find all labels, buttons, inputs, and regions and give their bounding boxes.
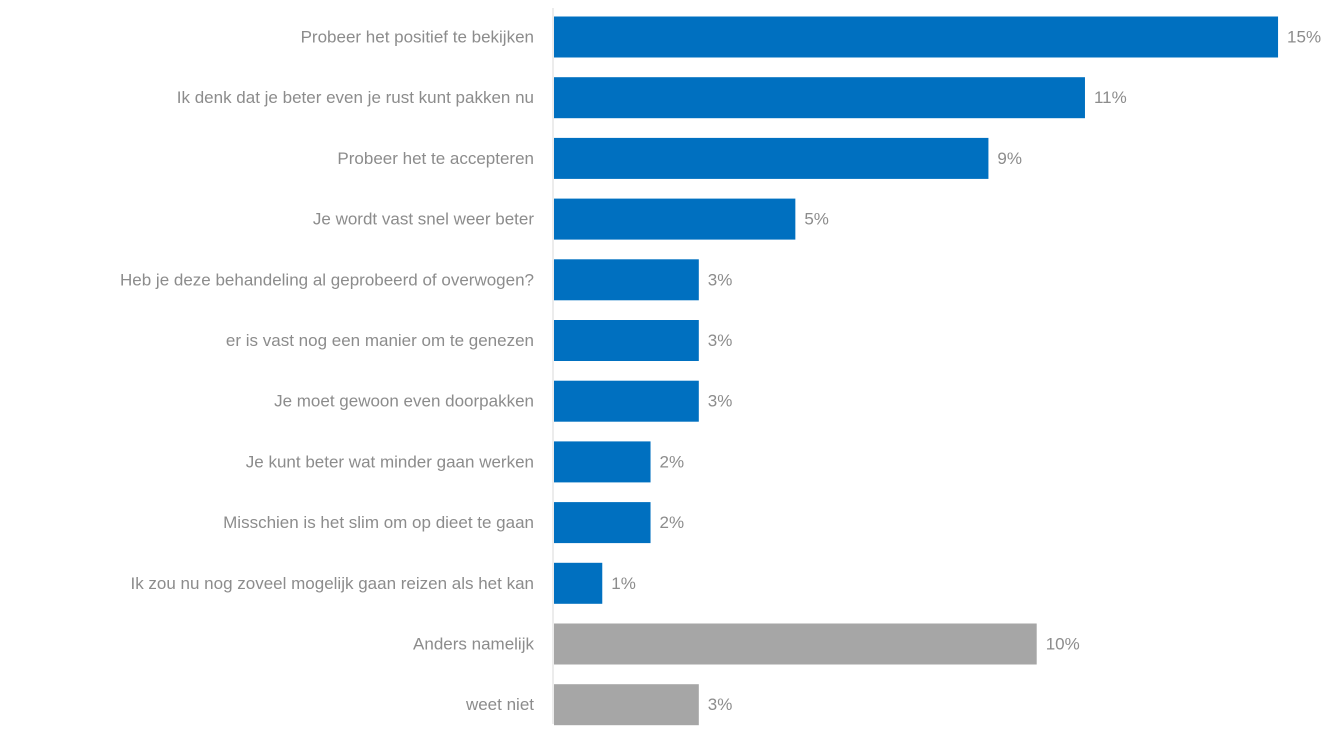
category-label: Heb je deze behandeling al geprobeerd of… xyxy=(120,270,534,289)
category-label: Je kunt beter wat minder gaan werken xyxy=(246,452,534,471)
bar xyxy=(554,684,699,726)
bar xyxy=(554,259,699,301)
bar xyxy=(554,320,699,361)
bar xyxy=(554,441,651,483)
bar xyxy=(554,623,1037,665)
value-label: 3% xyxy=(708,270,733,289)
value-label: 3% xyxy=(708,331,733,350)
bar xyxy=(554,16,1279,58)
value-label: 1% xyxy=(611,574,636,593)
category-label: Anders namelijk xyxy=(413,635,534,654)
bars-group: Probeer het positief te bekijken 15% Ik de… xyxy=(120,16,1321,726)
category-label: Je moet gewoon even doorpakken xyxy=(274,392,534,411)
bar xyxy=(554,502,651,544)
category-label: weet niet xyxy=(465,695,534,714)
value-label: 5% xyxy=(804,210,829,229)
value-label: 11% xyxy=(1094,88,1127,107)
category-label: Ik denk dat je beter even je rust kunt p… xyxy=(177,88,534,107)
category-label: Misschien is het slim om op dieet te gaa… xyxy=(223,513,534,532)
bar xyxy=(554,137,989,179)
category-label: er is vast nog een manier om te genezen xyxy=(226,331,534,350)
value-label: 3% xyxy=(708,695,733,714)
value-label: 15% xyxy=(1287,28,1321,47)
category-label: Probeer het positief te bekijken xyxy=(301,28,534,47)
bar xyxy=(554,380,699,422)
category-label: Ik zou nu nog zoveel mogelijk gaan reize… xyxy=(130,574,534,593)
category-label: Probeer het te accepteren xyxy=(337,149,534,168)
bar xyxy=(554,77,1085,119)
value-label: 2% xyxy=(660,452,685,471)
bar xyxy=(554,198,796,240)
value-label: 2% xyxy=(660,513,685,532)
value-label: 3% xyxy=(708,392,733,411)
value-label: 9% xyxy=(997,149,1022,168)
value-label: 10% xyxy=(1046,635,1080,654)
category-label: Je wordt vast snel weer beter xyxy=(313,210,534,229)
bar xyxy=(554,562,603,604)
